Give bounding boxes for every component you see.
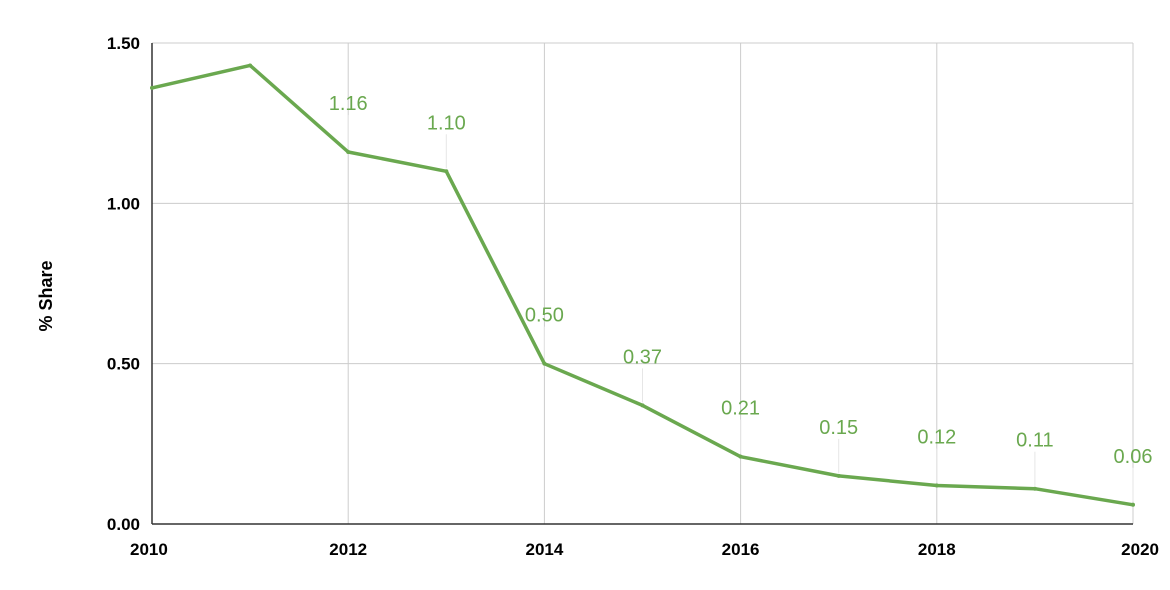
data-point	[1131, 502, 1135, 507]
grid-layer	[152, 42, 1134, 524]
y-tick-label: 1.50	[107, 34, 140, 53]
y-tick-label: 0.00	[107, 515, 140, 534]
x-tick-label: 2020	[1121, 540, 1159, 559]
y-tick-label: 1.00	[107, 194, 140, 213]
data-point	[248, 63, 253, 68]
data-point	[836, 473, 841, 478]
data-label: 0.15	[819, 417, 858, 439]
x-tick-label: 2018	[918, 540, 956, 559]
data-point	[150, 85, 154, 90]
series-line	[150, 63, 1135, 507]
axis-layer: 0.00 0.50 1.00 1.50 2010 2012 2014 2016 2018 2020	[107, 34, 1159, 559]
data-point	[640, 403, 645, 408]
x-tick-label: 2010	[130, 540, 168, 559]
data-point	[444, 169, 449, 174]
data-label: 0.12	[917, 427, 956, 449]
data-label: 0.37	[623, 346, 662, 368]
x-tick-label: 2014	[525, 540, 563, 559]
data-label: 0.06	[1114, 446, 1153, 468]
data-label: 1.10	[427, 112, 466, 134]
data-point	[346, 150, 351, 155]
label-layer: 1.16 1.10 0.50 0.37 0.21 0.15 0.12 0.11 0.06	[329, 93, 1153, 468]
y-axis-title: % Share	[36, 260, 56, 331]
data-label: 1.16	[329, 93, 368, 115]
leader-layer	[347, 115, 1134, 502]
data-point	[738, 454, 743, 459]
y-tick-label: 0.50	[107, 355, 140, 374]
data-point	[1032, 486, 1037, 491]
series-layer	[150, 63, 1135, 507]
data-point	[542, 361, 547, 366]
x-tick-label: 2016	[722, 540, 760, 559]
x-tick-label: 2012	[329, 540, 367, 559]
data-label: 0.21	[721, 398, 760, 420]
data-point	[934, 483, 939, 488]
data-label: 0.50	[525, 305, 564, 327]
data-label: 0.11	[1016, 430, 1053, 452]
